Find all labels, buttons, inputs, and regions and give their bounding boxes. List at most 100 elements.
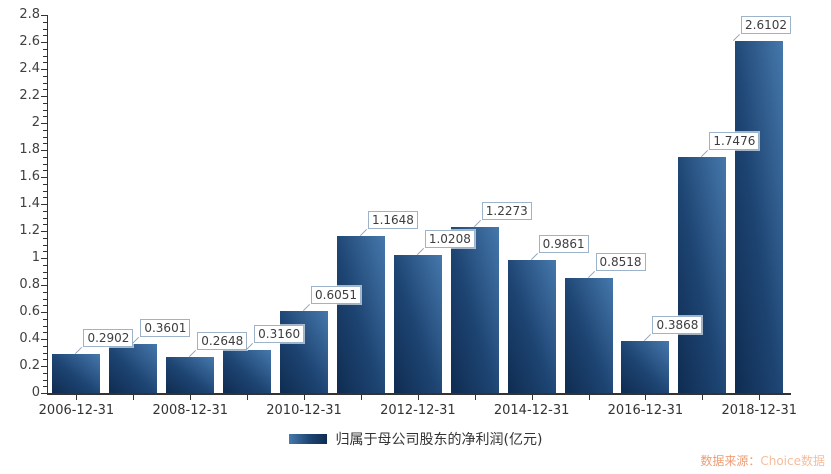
y-major-tick bbox=[41, 69, 47, 70]
x-tick bbox=[360, 395, 362, 400]
y-minor-tick bbox=[43, 217, 47, 219]
x-tick bbox=[588, 395, 590, 400]
y-minor-tick bbox=[43, 55, 47, 57]
y-major-tick bbox=[41, 177, 47, 178]
y-minor-tick bbox=[43, 325, 47, 327]
value-label: 0.8518 bbox=[595, 253, 646, 271]
value-label: 1.2273 bbox=[481, 202, 532, 221]
y-minor-tick bbox=[43, 170, 47, 172]
bar bbox=[564, 278, 613, 393]
value-label-leader bbox=[530, 252, 538, 260]
x-tick bbox=[133, 395, 135, 400]
legend-item[interactable]: 归属于母公司股东的净利润(亿元) bbox=[288, 429, 543, 449]
y-tick-label: 2.2 bbox=[19, 88, 40, 103]
bar bbox=[109, 344, 158, 393]
x-axis-line bbox=[47, 393, 791, 395]
x-tick-label: 2006-12-31 bbox=[38, 403, 115, 418]
value-label: 0.9861 bbox=[538, 234, 589, 253]
y-minor-tick bbox=[43, 379, 47, 381]
legend-label: 归属于母公司股东的净利润(亿元) bbox=[335, 432, 543, 448]
x-tick bbox=[417, 395, 419, 400]
y-minor-tick bbox=[43, 116, 47, 118]
y-minor-tick bbox=[43, 244, 47, 246]
y-minor-tick bbox=[43, 183, 47, 185]
y-tick-label: 2.8 bbox=[19, 7, 40, 22]
bar bbox=[621, 340, 670, 393]
y-minor-tick bbox=[43, 271, 47, 273]
y-minor-tick bbox=[43, 163, 47, 165]
bar bbox=[223, 350, 272, 393]
y-minor-tick bbox=[43, 318, 47, 320]
value-label-leader bbox=[701, 150, 709, 158]
value-label: 0.2902 bbox=[83, 328, 134, 347]
y-minor-tick bbox=[43, 48, 47, 50]
watermark-brand: Choice数据 bbox=[760, 454, 825, 468]
value-label: 0.2648 bbox=[197, 332, 248, 351]
bar bbox=[336, 235, 385, 393]
y-major-tick bbox=[41, 15, 47, 16]
y-minor-tick bbox=[43, 291, 47, 293]
value-label-leader bbox=[587, 270, 595, 279]
y-minor-tick bbox=[43, 345, 47, 347]
y-major-tick bbox=[41, 231, 47, 232]
y-tick-label: 2.4 bbox=[19, 61, 40, 76]
x-tick bbox=[531, 395, 533, 400]
y-major-tick bbox=[41, 42, 47, 43]
x-tick-label: 2010-12-31 bbox=[266, 403, 342, 418]
y-minor-tick bbox=[43, 28, 47, 30]
y-minor-tick bbox=[43, 190, 47, 192]
y-minor-tick bbox=[43, 210, 47, 212]
y-minor-tick bbox=[43, 82, 47, 84]
bar bbox=[166, 357, 215, 393]
x-tick bbox=[474, 395, 476, 400]
y-minor-tick bbox=[43, 298, 47, 300]
y-major-tick bbox=[41, 96, 47, 97]
y-minor-tick bbox=[43, 89, 47, 91]
y-major-tick bbox=[41, 150, 47, 151]
y-tick-label: 0.2 bbox=[19, 358, 40, 373]
y-major-tick bbox=[41, 204, 47, 205]
y-minor-tick bbox=[43, 156, 47, 158]
y-minor-tick bbox=[43, 143, 47, 145]
y-minor-tick bbox=[43, 305, 47, 307]
bar bbox=[450, 227, 499, 393]
y-minor-tick bbox=[43, 75, 47, 77]
y-minor-tick bbox=[43, 251, 47, 253]
y-minor-tick bbox=[43, 35, 47, 37]
bar bbox=[52, 353, 101, 393]
y-tick-label: 1 bbox=[31, 250, 40, 265]
watermark: 数据来源：Choice数据 bbox=[700, 452, 825, 469]
y-minor-tick bbox=[43, 129, 47, 131]
x-tick bbox=[247, 395, 249, 400]
bar bbox=[735, 40, 784, 393]
y-major-tick bbox=[41, 366, 47, 367]
watermark-source-label: 数据来源： bbox=[700, 454, 761, 468]
bar bbox=[280, 311, 329, 393]
x-tick bbox=[702, 395, 704, 400]
x-tick bbox=[304, 395, 306, 400]
y-minor-tick bbox=[43, 136, 47, 138]
y-major-tick bbox=[41, 312, 47, 313]
x-tick-label: 2016-12-31 bbox=[607, 403, 684, 418]
x-tick bbox=[190, 395, 192, 400]
y-minor-tick bbox=[43, 21, 47, 23]
y-minor-tick bbox=[43, 352, 47, 354]
value-label-leader bbox=[416, 248, 424, 256]
value-label: 1.1648 bbox=[367, 210, 418, 229]
value-label: 1.7476 bbox=[709, 132, 760, 151]
y-tick-label: 0.6 bbox=[19, 304, 40, 319]
y-minor-tick bbox=[43, 278, 47, 280]
x-tick bbox=[759, 395, 761, 400]
y-minor-tick bbox=[43, 386, 47, 388]
y-minor-tick bbox=[43, 237, 47, 239]
y-minor-tick bbox=[43, 62, 47, 64]
y-major-tick bbox=[41, 393, 47, 394]
y-tick-label: 0.4 bbox=[19, 331, 40, 346]
y-minor-tick bbox=[43, 264, 47, 266]
y-tick-label: 1.8 bbox=[19, 142, 40, 157]
y-tick-label: 0.8 bbox=[19, 277, 40, 292]
y-minor-tick bbox=[43, 224, 47, 226]
x-tick-label: 2018-12-31 bbox=[721, 403, 798, 418]
